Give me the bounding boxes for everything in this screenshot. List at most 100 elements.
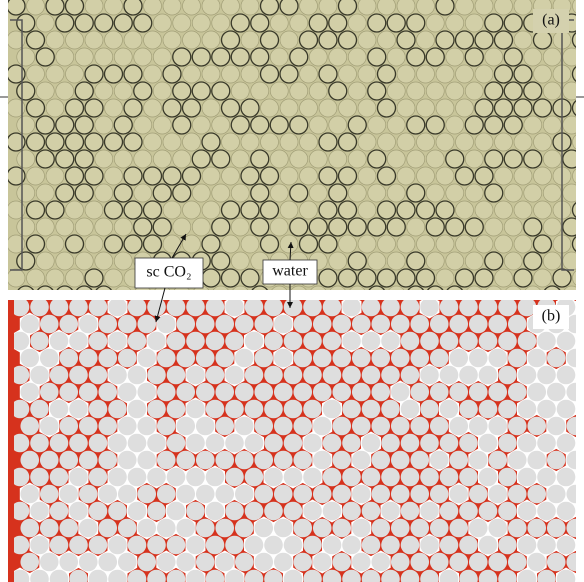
grain [206,468,225,487]
grain [426,14,444,32]
grain [440,332,459,351]
grain [173,218,191,236]
grain [134,218,152,236]
grain [79,315,98,334]
grain [167,366,186,385]
grain [59,451,78,470]
grain [75,252,93,270]
grain [124,99,142,117]
grain [401,332,420,351]
grain [274,349,293,368]
grain [215,417,234,436]
grain [284,400,303,419]
grain [524,116,542,134]
grain [222,0,240,15]
grain [368,14,386,32]
grain [98,349,117,368]
grain [563,252,581,270]
grain [212,252,230,270]
grain [352,451,371,470]
grain [59,417,78,436]
grain [576,570,584,582]
grain [446,218,464,236]
grain [254,451,273,470]
grain [85,31,103,49]
grain [469,383,488,402]
grain [75,184,93,202]
grain [270,48,288,66]
grain [319,269,337,287]
grain [332,485,351,504]
grain [420,502,439,521]
grain [348,82,366,100]
grain [527,485,546,504]
grain [27,31,45,49]
grain [547,417,566,436]
grain [118,417,137,436]
grain [446,14,464,32]
grain [206,298,225,317]
grain [417,65,435,83]
micromodel-photo [7,0,584,304]
grain [371,349,390,368]
grain [430,451,449,470]
grain [251,116,269,134]
grain [66,167,84,185]
grain [85,269,103,287]
grain [202,99,220,117]
grain [137,315,156,334]
grain [183,167,201,185]
grain [144,65,162,83]
grain [342,400,361,419]
grain [75,14,93,32]
grain [241,99,259,117]
grain [576,468,584,487]
grain [284,366,303,385]
grain [202,31,220,49]
grain [36,150,54,168]
grain [547,349,566,368]
grain [36,252,54,270]
grain [420,434,439,453]
grain [401,434,420,453]
grain [176,553,195,572]
grain [235,383,254,402]
grain [371,451,390,470]
grain [459,332,478,351]
grain [89,502,108,521]
grain [46,269,64,287]
grain [332,349,351,368]
grain [557,366,576,385]
grain [485,184,503,202]
grain [417,133,435,151]
grain [206,400,225,419]
grain [309,218,327,236]
grain [381,468,400,487]
grain [196,485,215,504]
grain [309,150,327,168]
grain [222,65,240,83]
grain [368,116,386,134]
grain [387,252,405,270]
grain [459,468,478,487]
grain [410,417,429,436]
grain [368,218,386,236]
grain [79,485,98,504]
grain [290,82,308,100]
grain [469,519,488,538]
grain [475,201,493,219]
simulation-map [8,296,584,582]
grain [514,65,532,83]
grain [342,434,361,453]
grain [440,400,459,419]
grain [176,349,195,368]
grain [137,519,156,538]
grain [20,315,39,334]
grain [465,14,483,32]
grain [215,349,234,368]
grain [342,536,361,555]
grain [397,235,415,253]
grain [456,167,474,185]
grain [69,468,88,487]
grain [59,485,78,504]
